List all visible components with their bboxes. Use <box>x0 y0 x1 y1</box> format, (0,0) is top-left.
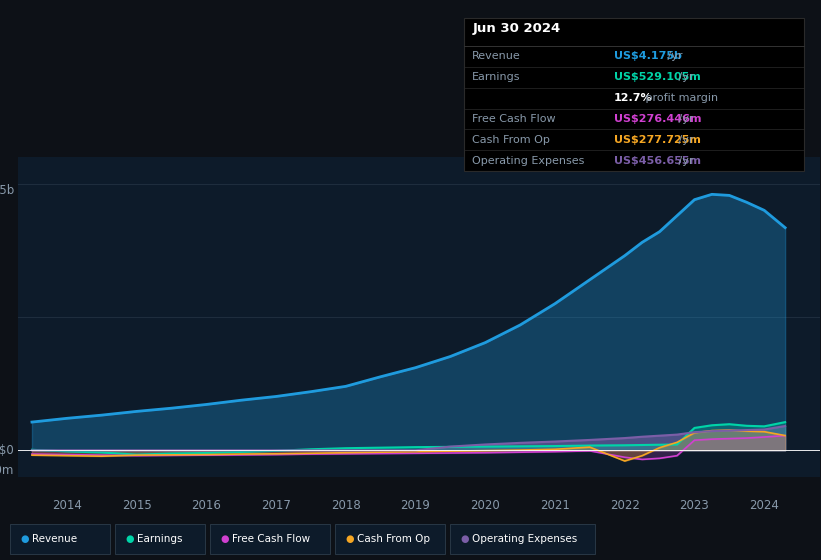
Text: 2020: 2020 <box>470 500 500 512</box>
Text: Cash From Op: Cash From Op <box>472 135 550 144</box>
Text: /yr: /yr <box>675 114 693 124</box>
Text: 2023: 2023 <box>680 500 709 512</box>
Text: 2016: 2016 <box>191 500 221 512</box>
Text: ●: ● <box>460 534 469 544</box>
Text: US$529.105m: US$529.105m <box>614 72 701 82</box>
Text: Free Cash Flow: Free Cash Flow <box>232 534 310 544</box>
Text: Free Cash Flow: Free Cash Flow <box>472 114 556 124</box>
Text: ●: ● <box>345 534 354 544</box>
Text: ●: ● <box>125 534 134 544</box>
Text: 2015: 2015 <box>122 500 151 512</box>
Text: 2017: 2017 <box>261 500 291 512</box>
Text: Earnings: Earnings <box>137 534 182 544</box>
Text: Revenue: Revenue <box>472 52 521 62</box>
Text: Cash From Op: Cash From Op <box>357 534 430 544</box>
Text: US$4.175b: US$4.175b <box>614 52 682 62</box>
Text: Operating Expenses: Operating Expenses <box>472 534 577 544</box>
Text: Operating Expenses: Operating Expenses <box>472 156 585 166</box>
Text: /yr: /yr <box>675 72 693 82</box>
Text: ●: ● <box>20 534 29 544</box>
Text: Jun 30 2024: Jun 30 2024 <box>472 22 561 35</box>
Text: 12.7%: 12.7% <box>614 93 653 103</box>
Text: ●: ● <box>220 534 228 544</box>
Text: /yr: /yr <box>663 52 682 62</box>
Text: 2021: 2021 <box>540 500 570 512</box>
Text: US$276.446m: US$276.446m <box>614 114 701 124</box>
Text: 2014: 2014 <box>52 500 82 512</box>
Text: 2022: 2022 <box>610 500 640 512</box>
Text: Revenue: Revenue <box>32 534 77 544</box>
Text: Earnings: Earnings <box>472 72 521 82</box>
Text: US$5b: US$5b <box>0 184 14 197</box>
Text: 2018: 2018 <box>331 500 360 512</box>
Text: /yr: /yr <box>675 156 693 166</box>
Text: US$277.725m: US$277.725m <box>614 135 701 144</box>
Text: US$0: US$0 <box>0 444 14 457</box>
Text: 2024: 2024 <box>750 500 779 512</box>
Text: US$456.655m: US$456.655m <box>614 156 701 166</box>
Text: /yr: /yr <box>675 135 693 144</box>
Text: profit margin: profit margin <box>641 93 718 103</box>
Text: -US$500m: -US$500m <box>0 464 14 477</box>
Text: 2019: 2019 <box>401 500 430 512</box>
